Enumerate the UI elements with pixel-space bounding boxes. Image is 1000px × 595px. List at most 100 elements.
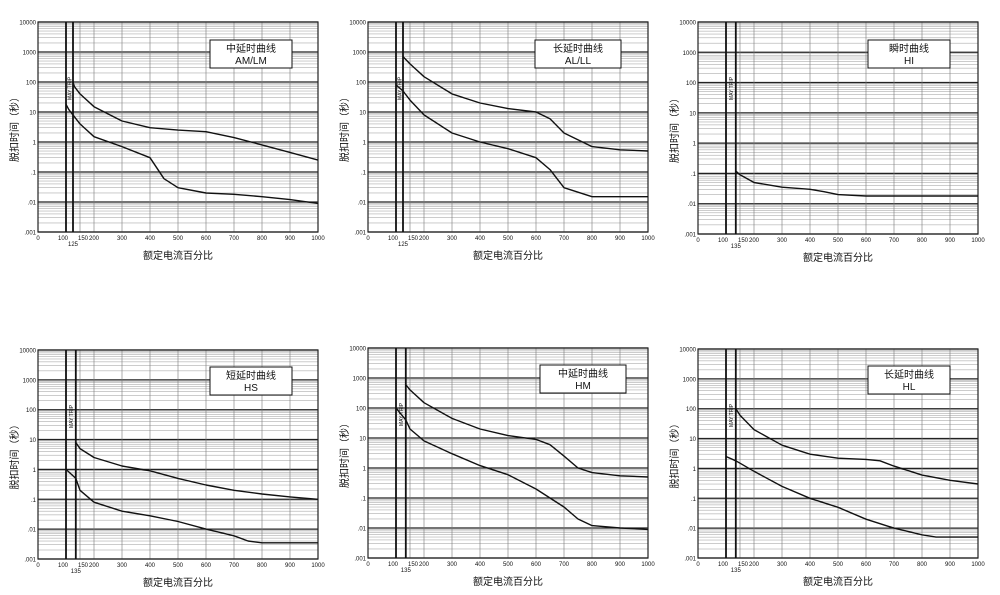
x-tick-label: 100: [58, 236, 69, 242]
y-tick-label: 1: [693, 142, 697, 148]
trip-curve-1: [75, 442, 319, 500]
x-tick-label: 150: [78, 236, 89, 242]
x-axis-label: 额定电流百分比: [473, 575, 543, 588]
x-tick-label: 150: [738, 238, 749, 244]
y-tick-label: 10: [689, 437, 696, 443]
x-tick-label: 400: [805, 562, 816, 568]
x-tick-label: 500: [173, 563, 184, 569]
x-tick-label: 300: [777, 562, 788, 568]
y-tick-label: 1: [33, 468, 37, 474]
curve-subtitle: AM/LM: [235, 56, 267, 67]
x-axis-label: 额定电流百分比: [143, 249, 213, 262]
x-axis-label: 额定电流百分比: [803, 575, 873, 588]
trip-curve-2: [65, 468, 318, 544]
trip-curve-2: [395, 84, 648, 198]
x-tick-label: 500: [503, 236, 514, 242]
y-tick-label: 1: [363, 467, 367, 473]
x-tick-label: 1000: [971, 238, 985, 244]
y-tick-label: 100: [356, 407, 367, 413]
x-tick-label: 300: [447, 236, 458, 242]
plot-frame: [37, 21, 319, 233]
x-tick-label: 200: [749, 238, 760, 244]
curve-title: 短延时曲线: [226, 369, 276, 382]
x-tick-label-extra: 135: [401, 568, 412, 574]
may-trip-label: MAY TRIP: [69, 404, 75, 428]
y-axis-label: 脱扣时间（秒）: [338, 92, 351, 162]
x-tick-label-extra: 125: [398, 242, 409, 248]
x-tick-label: 400: [145, 563, 156, 569]
x-tick-label: 0: [366, 236, 370, 242]
may-trip-label: MAY TRIP: [729, 403, 735, 427]
x-tick-label: 100: [718, 238, 729, 244]
plot-frame: [697, 21, 979, 235]
y-tick-label: .001: [684, 233, 696, 239]
trip-curve-2: [65, 103, 319, 205]
y-tick-label: .01: [28, 528, 37, 534]
curve-subtitle: AL/LL: [565, 56, 592, 67]
x-tick-label: 300: [447, 562, 458, 568]
x-tick-label: 300: [777, 238, 788, 244]
plot-frame: [37, 349, 319, 560]
x-tick-label: 300: [117, 236, 128, 242]
x-tick-label: 700: [229, 236, 240, 242]
x-tick-label: 800: [917, 238, 928, 244]
x-tick-label: 900: [615, 236, 626, 242]
trip-curve-2: [395, 407, 649, 531]
curve-title: 中延时曲线: [226, 42, 276, 55]
x-tick-label: 100: [718, 562, 729, 568]
y-tick-label: 10000: [679, 348, 696, 354]
x-tick-label: 900: [285, 563, 296, 569]
x-tick-label: 800: [257, 563, 268, 569]
x-tick-label: 700: [559, 236, 570, 242]
curve-subtitle: HI: [904, 56, 914, 67]
y-tick-label: 10: [359, 437, 366, 443]
x-tick-label: 600: [201, 236, 212, 242]
x-tick-label: 700: [229, 563, 240, 569]
y-tick-label: 10: [689, 111, 696, 117]
x-axis-label: 额定电流百分比: [803, 251, 873, 264]
x-tick-label: 600: [531, 236, 542, 242]
curve-title: 长延时曲线: [553, 42, 603, 55]
y-tick-label: .01: [28, 201, 37, 207]
y-tick-label: 1: [33, 141, 37, 147]
curve-label-box: [867, 365, 951, 395]
x-tick-label: 0: [366, 562, 370, 568]
x-tick-label: 1000: [311, 563, 325, 569]
y-tick-label: 10000: [679, 21, 696, 27]
x-tick-label: 900: [285, 236, 296, 242]
x-tick-label: 150: [408, 562, 419, 568]
curve-subtitle: HM: [575, 381, 591, 392]
x-tick-label: 0: [696, 238, 700, 244]
y-tick-label: .01: [688, 202, 697, 208]
x-tick-label: 600: [201, 563, 212, 569]
x-tick-label: 200: [89, 563, 100, 569]
y-tick-label: 10000: [349, 347, 366, 353]
y-axis-label: 脱扣时间（秒）: [8, 420, 21, 490]
grid: [697, 348, 979, 559]
x-tick-label: 500: [833, 238, 844, 244]
x-tick-label: 150: [78, 563, 89, 569]
x-tick-label: 100: [388, 236, 399, 242]
x-tick-label: 400: [145, 236, 156, 242]
y-tick-label: 100: [26, 408, 37, 414]
x-tick-label: 600: [531, 562, 542, 568]
y-tick-label: 1000: [353, 377, 367, 383]
trip-curve-1: [402, 56, 649, 152]
x-tick-label: 200: [89, 236, 100, 242]
x-tick-label-extra: 135: [731, 244, 742, 250]
x-tick-label: 900: [945, 238, 956, 244]
y-tick-label: 1000: [23, 51, 37, 57]
x-tick-label-extra: 135: [71, 569, 82, 575]
curve-label-box: [209, 39, 293, 69]
trip-curve-1: [72, 81, 319, 161]
y-tick-label: 100: [356, 81, 367, 87]
x-tick-label: 700: [559, 562, 570, 568]
x-tick-label: 150: [738, 562, 749, 568]
x-tick-label: 0: [36, 563, 40, 569]
grid: [37, 21, 319, 233]
y-tick-label: 10000: [19, 349, 36, 355]
may-trip-label: MAY TRIP: [68, 76, 74, 100]
x-tick-label-extra: 125: [68, 242, 79, 248]
